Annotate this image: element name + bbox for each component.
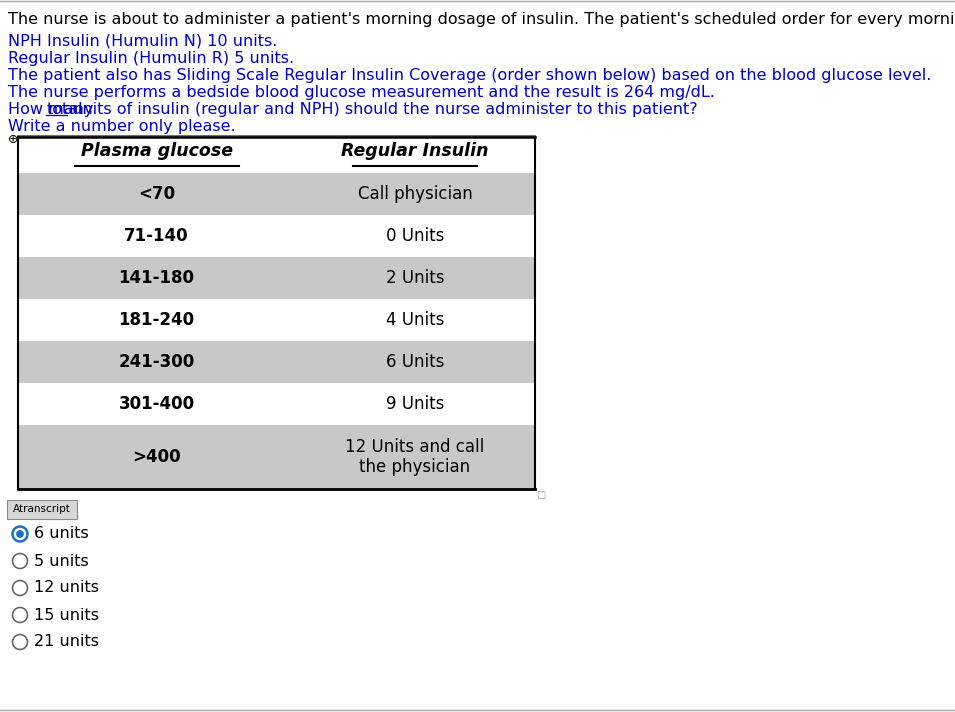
Text: Plasma glucose: Plasma glucose <box>80 142 232 160</box>
Text: Regular Insulin: Regular Insulin <box>341 142 489 160</box>
Bar <box>18 383 535 425</box>
Text: 241-300: 241-300 <box>118 353 195 371</box>
Text: 12 units: 12 units <box>33 580 98 595</box>
Bar <box>18 299 535 341</box>
Text: 4 Units: 4 Units <box>386 311 444 329</box>
Text: 181-240: 181-240 <box>118 311 195 329</box>
Circle shape <box>12 553 28 568</box>
Text: Atranscript: Atranscript <box>13 505 71 515</box>
Circle shape <box>12 634 28 649</box>
Circle shape <box>16 530 24 538</box>
Text: 6 Units: 6 Units <box>386 353 444 371</box>
Text: 2 Units: 2 Units <box>386 269 444 287</box>
Bar <box>18 215 535 257</box>
Text: total: total <box>46 102 83 117</box>
Text: units of insulin (regular and NPH) should the nurse administer to this patient?: units of insulin (regular and NPH) shoul… <box>68 102 698 117</box>
Text: >400: >400 <box>132 448 180 466</box>
Text: ⊕: ⊕ <box>8 133 18 146</box>
Text: 6 units: 6 units <box>33 526 88 542</box>
Text: 21 units: 21 units <box>33 634 98 649</box>
Text: 12 Units and call
the physician: 12 Units and call the physician <box>346 438 484 476</box>
Text: The nurse is about to administer a patient's morning dosage of insulin. The pati: The nurse is about to administer a patie… <box>8 12 955 27</box>
Bar <box>18 257 535 299</box>
Text: <70: <70 <box>138 185 175 203</box>
Text: 9 Units: 9 Units <box>386 395 444 413</box>
Circle shape <box>12 526 28 542</box>
Text: Regular Insulin (Humulin R) 5 units.: Regular Insulin (Humulin R) 5 units. <box>8 51 294 66</box>
Circle shape <box>12 607 28 622</box>
Text: 301-400: 301-400 <box>118 395 195 413</box>
Text: 15 units: 15 units <box>33 607 98 622</box>
Text: □: □ <box>536 490 545 500</box>
Circle shape <box>12 580 28 595</box>
Text: 71-140: 71-140 <box>124 227 189 245</box>
Text: Call physician: Call physician <box>357 185 473 203</box>
Bar <box>18 425 535 489</box>
Bar <box>18 173 535 215</box>
Text: How many: How many <box>8 102 98 117</box>
Text: Write a number only please.: Write a number only please. <box>8 119 236 134</box>
Bar <box>18 341 535 383</box>
Text: NPH Insulin (Humulin N) 10 units.: NPH Insulin (Humulin N) 10 units. <box>8 34 277 49</box>
Text: The nurse performs a bedside blood glucose measurement and the result is 264 mg/: The nurse performs a bedside blood gluco… <box>8 85 715 100</box>
Text: 141-180: 141-180 <box>118 269 195 287</box>
Text: 0 Units: 0 Units <box>386 227 444 245</box>
Text: The patient also has Sliding Scale Regular Insulin Coverage (order shown below) : The patient also has Sliding Scale Regul… <box>8 68 931 83</box>
FancyBboxPatch shape <box>7 500 77 519</box>
Text: 5 units: 5 units <box>33 553 88 568</box>
